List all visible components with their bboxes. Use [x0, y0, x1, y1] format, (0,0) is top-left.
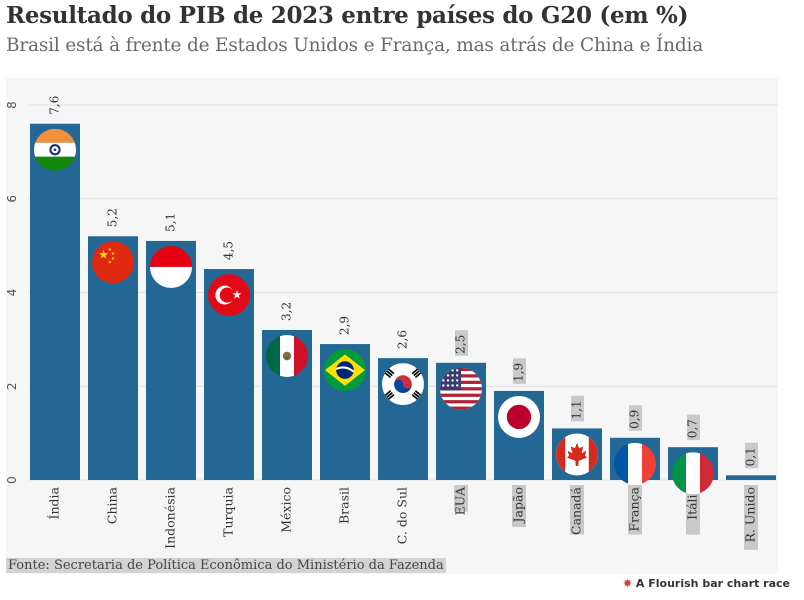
brazil-flag-icon: [324, 349, 366, 392]
x-tick-label: México: [279, 487, 294, 533]
data-label: 5,1: [164, 213, 178, 232]
data-label: 3,2: [280, 302, 294, 321]
data-label: 7,6: [48, 96, 62, 115]
italy-flag-icon: [672, 452, 714, 495]
south-korea-flag-icon: [382, 363, 424, 406]
y-tick-label: 8: [5, 101, 19, 109]
y-tick-label: 0: [5, 476, 19, 484]
source-note: Fonte: Secretaria de Política Econômica …: [6, 558, 446, 573]
svg-text:★: ★: [98, 248, 109, 262]
data-label: 2,6: [396, 330, 410, 349]
indonesia-flag-icon: [150, 245, 192, 288]
data-label: 0,9: [628, 410, 642, 429]
x-tick-label: França: [627, 486, 642, 531]
category-label-highlight: [512, 485, 526, 527]
value-label-highlight: [455, 330, 468, 356]
value-label-highlight: [513, 358, 526, 384]
data-label: 1,1: [570, 400, 584, 419]
bar: [30, 123, 80, 480]
china-flag-icon: ★★★★★: [92, 241, 134, 284]
category-label-highlight: [570, 485, 584, 535]
data-label: 4,5: [222, 241, 236, 260]
data-label: 2,5: [454, 335, 468, 354]
svg-text:★: ★: [108, 247, 112, 253]
x-tick-label: EUA: [453, 486, 468, 515]
x-tick-label: Indonésia: [163, 486, 178, 548]
svg-text:★: ★: [111, 256, 115, 262]
chart-subtitle: Brasil está à frente de Estados Unidos e…: [6, 35, 704, 56]
japan-flag-icon: [498, 395, 540, 438]
x-tick-label: Canadá: [569, 486, 584, 535]
svg-text:★: ★: [232, 288, 242, 302]
india-flag-icon: [34, 128, 76, 171]
x-tick-label: China: [105, 486, 120, 524]
credit-text: A Flourish bar chart race: [635, 577, 790, 590]
data-label: 0,1: [744, 447, 758, 466]
category-label-highlight: [686, 485, 700, 535]
data-label: 0,7: [686, 419, 700, 438]
x-tick-label: Turquia: [221, 486, 236, 536]
chart-title: Resultado do PIB de 2023 entre países do…: [6, 2, 689, 29]
mexico-flag-icon: [266, 335, 308, 377]
x-tick-label: R. Unido: [743, 487, 758, 542]
data-label: 2,9: [338, 316, 352, 335]
value-label-highlight: [571, 395, 584, 422]
category-label-highlight: [744, 484, 758, 550]
category-label-highlight: [454, 485, 468, 512]
turkey-flag-icon: ★: [208, 274, 250, 317]
x-tick-label: Brasil: [337, 487, 352, 524]
value-label-highlight: [745, 442, 758, 469]
y-tick-label: 6: [5, 195, 19, 203]
data-label: 5,2: [106, 208, 120, 227]
data-label: 1,9: [512, 363, 526, 382]
x-tick-label: Índia: [47, 486, 62, 519]
usa-flag-icon: [440, 367, 482, 410]
y-tick-label: 2: [5, 382, 19, 390]
x-tick-label: Itália: [685, 486, 700, 519]
svg-text:★: ★: [111, 251, 115, 257]
category-label-highlight: [628, 485, 642, 535]
svg-text:★: ★: [108, 259, 112, 265]
value-label-highlight: [629, 405, 642, 431]
x-tick-label: Japão: [511, 487, 526, 524]
y-tick-label: 4: [5, 289, 19, 297]
canada-flag-icon: [556, 433, 598, 476]
flourish-logo-icon: ✸: [622, 577, 633, 590]
bar: [726, 475, 776, 480]
x-tick-label: C. do Sul: [395, 487, 410, 544]
flourish-credit[interactable]: ✸ A Flourish bar chart race: [623, 577, 790, 590]
value-label-highlight: [687, 414, 700, 441]
france-flag-icon: [614, 442, 656, 485]
